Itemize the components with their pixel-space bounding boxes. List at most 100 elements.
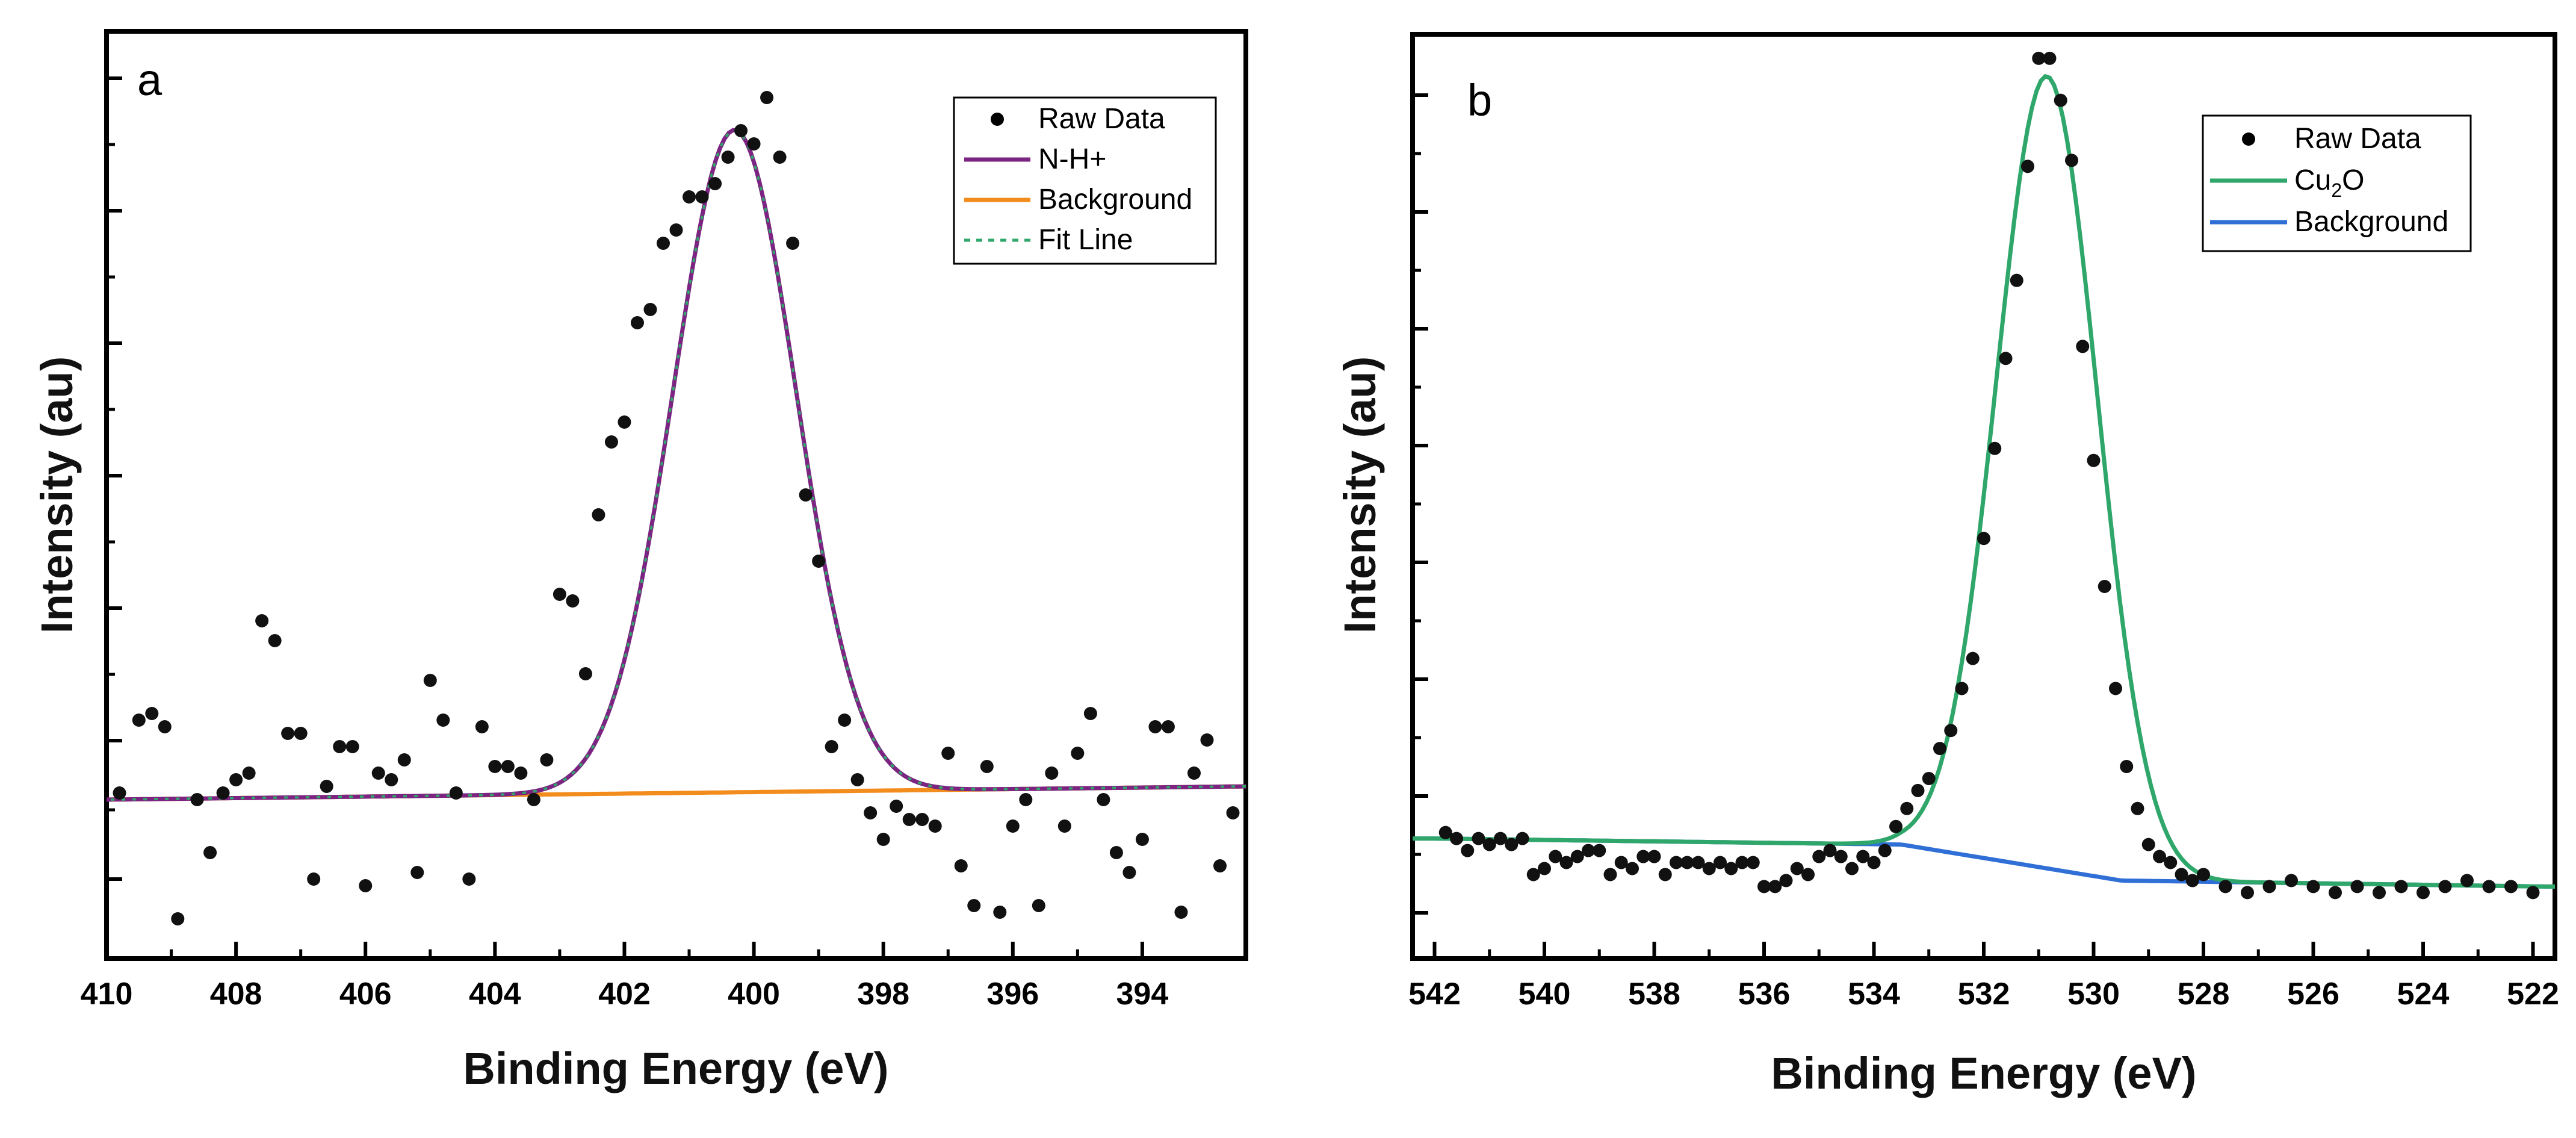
raw-data-point (993, 906, 1007, 919)
x-tick-label-b-4: 534 (1848, 977, 1900, 1012)
raw-data-point (1779, 874, 1793, 888)
raw-data-point (488, 760, 502, 773)
x-tick-label-a-3: 404 (469, 977, 521, 1012)
raw-data-point (1226, 806, 1240, 819)
raw-data-point (980, 760, 994, 773)
raw-data-point (566, 594, 580, 608)
raw-data-point (1057, 819, 1071, 833)
raw-data-point (656, 237, 670, 250)
raw-data-point (643, 303, 657, 316)
raw-data-point (410, 866, 424, 879)
legend-swatch-b-0 (2242, 132, 2255, 146)
raw-data-point (747, 137, 761, 151)
raw-data-point (1213, 859, 1227, 872)
raw-data-point (954, 859, 968, 872)
raw-data-point (2218, 880, 2232, 894)
raw-data-point (190, 793, 204, 806)
panel-b: 542 540 538 536 534 532 530 528 526 524 522 b Bind… (1335, 32, 2559, 1098)
raw-data-point (1834, 850, 1848, 863)
raw-data-point (1570, 850, 1584, 863)
raw-data-point (876, 833, 890, 846)
raw-data-point (2504, 880, 2518, 894)
raw-data-point (604, 435, 618, 449)
raw-data-point (2054, 93, 2067, 107)
raw-data-point (1735, 856, 1749, 869)
raw-data-point (1472, 832, 1485, 845)
raw-data-point (2460, 874, 2474, 888)
raw-data-point (2394, 880, 2408, 894)
raw-data-point (864, 806, 878, 819)
raw-data-point (812, 555, 826, 568)
panel-label-a: a (137, 55, 163, 105)
raw-data-point (294, 727, 308, 740)
raw-data-point (1109, 846, 1123, 859)
x-tick-label-b-5: 532 (1958, 977, 2010, 1012)
raw-data-point (1494, 832, 1507, 845)
raw-data-point (255, 614, 269, 627)
legend-label-raw-data: Raw Data (1038, 103, 1165, 135)
raw-data-point (2109, 682, 2122, 695)
y-axis-title-a: Intensity (au) (32, 356, 82, 633)
raw-data-point (553, 588, 566, 601)
raw-data-point (721, 151, 735, 164)
raw-data-point (281, 727, 295, 740)
x-tick-label-b-1: 540 (1519, 977, 1571, 1012)
raw-data-point (268, 634, 282, 647)
raw-data-point (2417, 886, 2430, 900)
raw-points-b (1438, 51, 2540, 900)
raw-data-point (333, 740, 347, 753)
y-ticks-b (1413, 93, 1428, 915)
raw-data-point (2043, 51, 2057, 65)
raw-data-point (1856, 850, 1870, 863)
raw-data-point (1019, 793, 1033, 806)
raw-data-point (2262, 880, 2276, 894)
x-tick-label-a-0: 410 (81, 977, 133, 1012)
raw-data-point (1900, 801, 1914, 815)
raw-data-point (2197, 868, 2210, 881)
raw-data-point (1966, 651, 1980, 665)
curves-a (106, 128, 1246, 802)
raw-data-point (1768, 880, 1782, 894)
raw-data-point (1438, 826, 1452, 839)
raw-data-point (1746, 856, 1760, 869)
raw-data-point (1593, 844, 1606, 857)
raw-data-point (734, 124, 748, 137)
raw-data-point (1724, 862, 1738, 875)
raw-data-point (501, 760, 515, 773)
raw-data-point (928, 819, 942, 833)
raw-data-point (145, 707, 159, 720)
raw-data-point (2438, 880, 2452, 894)
raw-data-point (359, 879, 373, 892)
raw-data-point (2098, 580, 2111, 594)
cu2o-peak-line (1413, 73, 2555, 889)
raw-data-point (229, 773, 243, 786)
raw-data-point (1922, 771, 1936, 785)
legend-a: Raw Data N-H+ Background Fit Line (953, 96, 1217, 265)
raw-data-point (1174, 906, 1188, 919)
raw-data-point (203, 846, 217, 859)
x-tick-label-b-2: 538 (1628, 977, 1680, 1012)
legend-label-raw-data-b: Raw Data (2294, 123, 2421, 155)
raw-data-point (397, 753, 411, 766)
legend-label-background: Background (1038, 184, 1192, 216)
raw-data-point (2306, 880, 2320, 894)
raw-data-point (132, 714, 146, 727)
legend-label-n-h: N-H+ (1038, 143, 1106, 175)
raw-data-point (618, 415, 631, 429)
raw-data-point (1187, 766, 1201, 780)
raw-data-point (1702, 862, 1716, 875)
raw-data-point (695, 190, 709, 204)
raw-data-point (2032, 51, 2046, 65)
raw-data-point (683, 190, 696, 204)
raw-data-point (1845, 862, 1859, 875)
x-tick-label-b-3: 536 (1738, 977, 1791, 1012)
panel-label-b: b (1467, 75, 1492, 125)
raw-data-point (1790, 862, 1804, 875)
raw-data-point (2021, 160, 2034, 173)
raw-data-point (1658, 868, 1672, 881)
raw-data-point (1122, 866, 1136, 879)
raw-data-point (669, 223, 683, 237)
raw-data-point (967, 899, 981, 912)
raw-data-point (307, 872, 321, 886)
